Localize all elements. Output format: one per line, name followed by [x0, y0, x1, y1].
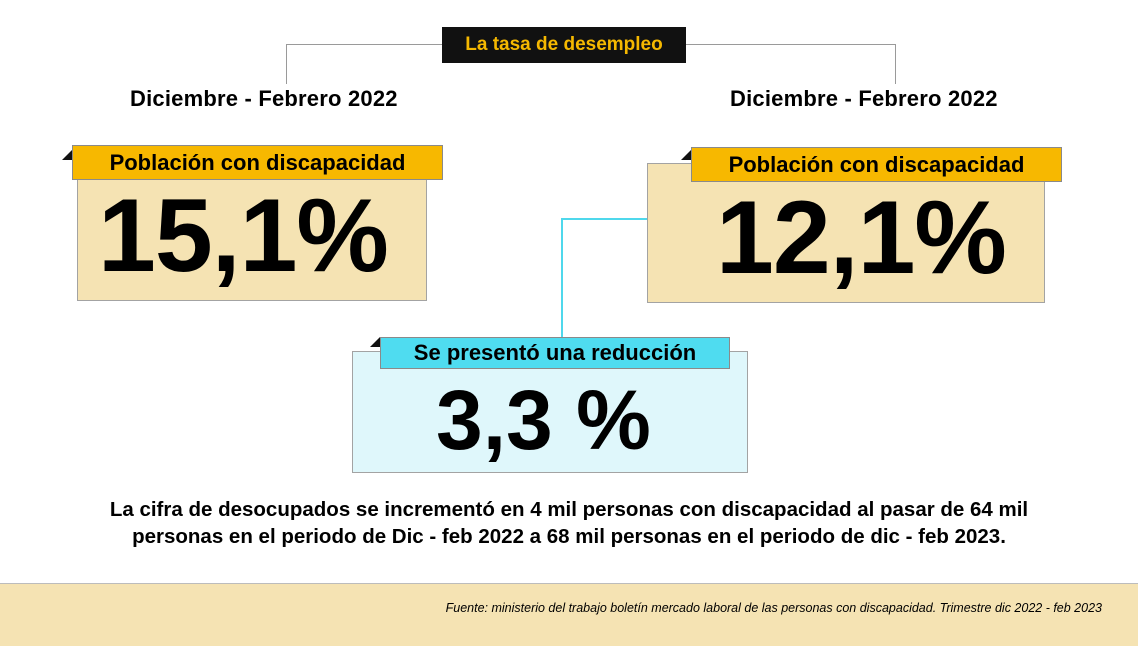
connector-line-vertical [561, 218, 563, 340]
connector-line-horizontal [561, 218, 647, 220]
left-label-corner [62, 150, 72, 160]
reduction-label-corner [370, 337, 380, 347]
reduction-value-panel [352, 351, 748, 473]
left-value: 15,1% [98, 178, 389, 294]
summary-line-1: La cifra de desocupados se incrementó en… [109, 498, 1029, 521]
summary-line-2: personas en el periodo de Dic - feb 2022… [132, 525, 1006, 548]
right-value-panel [647, 163, 1045, 303]
source-note: Fuente: ministerio del trabajo boletín m… [445, 601, 1102, 615]
reduction-label: Se presentó una reducción [380, 337, 730, 369]
left-label: Población con discapacidad [72, 145, 443, 180]
reduction-value: 3,3 % [436, 373, 651, 467]
right-label: Población con discapacidad [691, 147, 1062, 182]
left-value-panel [77, 172, 427, 301]
right-value: 12,1% [716, 180, 1007, 296]
left-period: Diciembre - Febrero 2022 [130, 86, 398, 111]
bracket-line-right [895, 44, 896, 84]
right-label-corner [681, 150, 691, 160]
summary-text: La cifra de desocupados se incrementó en… [40, 496, 1098, 550]
right-period: Diciembre - Febrero 2022 [730, 86, 998, 111]
page-title: La tasa de desempleo [442, 27, 686, 63]
footer-band [0, 583, 1138, 646]
bracket-line-left [286, 44, 287, 84]
